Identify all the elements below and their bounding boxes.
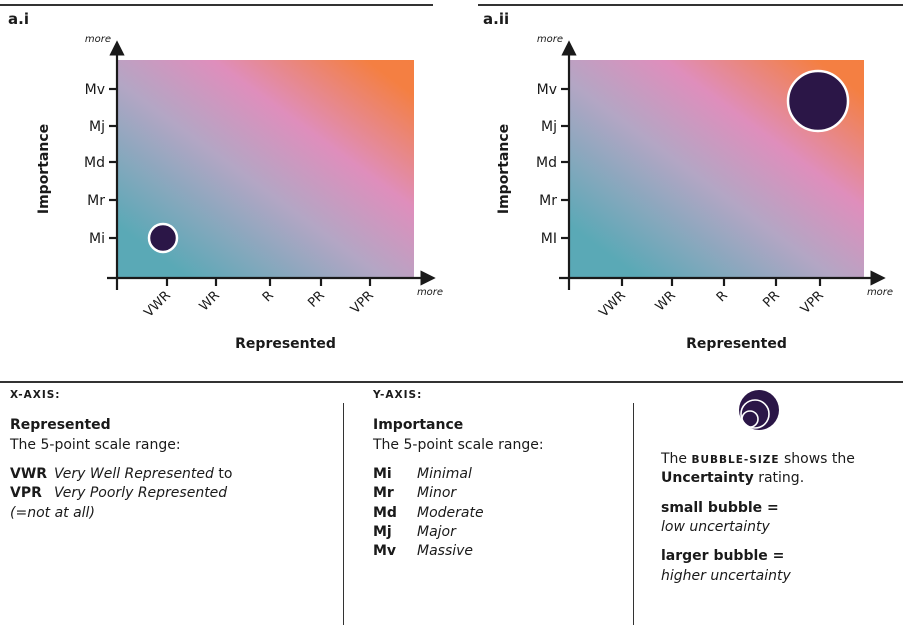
- x-tick-label: VWR: [141, 288, 173, 320]
- y-axis-desc: The 5-point scale range:: [373, 436, 544, 453]
- large-bubble-label: larger bubble =: [661, 548, 785, 565]
- small-bubble-label: small bubble =: [661, 499, 779, 516]
- x-axis-desc: The 5-point scale range:: [10, 436, 181, 453]
- y-tick-label: Mi: [89, 231, 105, 247]
- chart-panel-a-i: a.i more more Mi Mr Md Mj Mv VWR WR R PR VPR Represen…: [8, 10, 443, 352]
- x-axis-item-suffix: to: [213, 466, 233, 483]
- x-tick-label: R: [260, 288, 277, 305]
- data-bubble: [147, 222, 179, 254]
- small-bubble-desc: low uncertainty: [661, 518, 770, 535]
- x-tick-label: PR: [305, 288, 328, 311]
- x-axis-item-text: Very Poorly Represented: [54, 485, 228, 502]
- bubble-desc-post: shows the: [779, 451, 855, 467]
- y-axis-item-abbr: Mi: [373, 466, 392, 483]
- y-tick-label: Mv: [537, 82, 557, 98]
- y-axis-item-text: Massive: [417, 543, 474, 560]
- panel-label: a.ii: [483, 10, 509, 28]
- y-axis-item-text: Minor: [417, 485, 457, 502]
- bubble-size-keyword: BUBBLE-SIZE: [691, 454, 780, 466]
- charts-svg: a.i more more Mi Mr Md Mj Mv VWR WR R PR VPR Represen…: [8, 10, 893, 352]
- x-axis-title: Represented: [235, 336, 336, 352]
- x-tick-label: R: [714, 288, 731, 305]
- legend-divider-2: [633, 403, 634, 625]
- x-axis-item-text: Very Well Represented: [54, 466, 214, 483]
- uncertainty-desc: Uncertainty rating.: [661, 469, 901, 488]
- uncertainty-desc-post: rating.: [753, 470, 805, 487]
- x-tick-label: VWR: [596, 288, 628, 320]
- x-tick-label: VPR: [798, 288, 827, 317]
- y-tick-label: Mv: [85, 82, 105, 98]
- x-axis-item: VWR Very Well Represented to: [10, 465, 330, 484]
- y-axis-item: Mj Major: [373, 523, 613, 542]
- y-axis-item-abbr: Mv: [373, 543, 397, 560]
- x-axis-item: VPR Very Poorly Represented: [10, 484, 330, 503]
- large-bubble-desc: higher uncertainty: [661, 567, 791, 584]
- y-tick-label: MI: [541, 231, 557, 247]
- top-rule-left: [0, 4, 433, 6]
- y-axis-item: Mi Minimal: [373, 465, 613, 484]
- y-tick-label: Mj: [89, 119, 105, 135]
- legend-divider-1: [343, 403, 344, 625]
- x-tick-label: WR: [197, 288, 223, 314]
- y-tick-label: Md: [84, 155, 105, 171]
- x-axis-item-abbr: VWR: [10, 466, 48, 483]
- section-divider: [0, 381, 903, 383]
- y-axis-title: Importance: [36, 124, 52, 214]
- x-tick-label: VPR: [348, 288, 377, 317]
- y-axis-item-abbr: Md: [373, 504, 397, 521]
- y-more-label: more: [537, 34, 563, 45]
- legend-y-axis: Y-AXIS: Importance The 5-point scale ran…: [373, 388, 613, 628]
- y-tick-label: Md: [536, 155, 557, 171]
- legend-bubble-size: The BUBBLE-SIZE shows the Uncertainty ra…: [661, 388, 901, 628]
- y-tick-label: Mr: [87, 193, 105, 209]
- chart-panel-a-ii: a.ii more more MI Mr Md Mj Mv VWR WR R PR VPR Represe…: [483, 10, 893, 352]
- data-bubble: [786, 69, 850, 133]
- y-axis-item: Mr Minor: [373, 484, 613, 503]
- y-axis-title: Importance: [496, 124, 512, 214]
- x-tick-label: WR: [653, 288, 679, 314]
- x-axis-term: Represented: [10, 417, 111, 434]
- x-axis-title: Represented: [686, 336, 787, 352]
- legend-x-axis: X-AXIS: Represented The 5-point scale ra…: [10, 388, 330, 628]
- y-axis-item-text: Major: [417, 524, 456, 541]
- y-axis-item: Md Moderate: [373, 504, 613, 523]
- x-more-label: more: [867, 287, 893, 298]
- bubble-size-desc: The BUBBLE-SIZE shows the: [661, 450, 901, 469]
- x-tick-label: PR: [760, 288, 783, 311]
- bubble-size-icon: [739, 390, 779, 430]
- y-axis-item-text: Moderate: [417, 504, 484, 521]
- y-axis-item-abbr: Mj: [373, 524, 392, 541]
- uncertainty-term: Uncertainty: [661, 470, 754, 487]
- x-axis-item-abbr: VPR: [10, 485, 42, 502]
- y-axis-term: Importance: [373, 417, 464, 434]
- x-axis-note: (=not at all): [10, 504, 95, 521]
- bubble-desc-pre: The: [661, 451, 692, 467]
- y-axis-item-text: Minimal: [417, 466, 472, 483]
- y-tick-label: Mj: [541, 119, 557, 135]
- panel-label: a.i: [8, 10, 29, 28]
- y-axis-header: Y-AXIS:: [373, 389, 423, 401]
- y-axis-item-abbr: Mr: [373, 485, 394, 502]
- y-tick-label: Mr: [539, 193, 557, 209]
- y-axis-item: Mv Massive: [373, 542, 613, 561]
- x-more-label: more: [417, 287, 443, 298]
- y-more-label: more: [85, 34, 111, 45]
- x-axis-header: X-AXIS:: [10, 389, 61, 401]
- top-rule-right: [478, 4, 903, 6]
